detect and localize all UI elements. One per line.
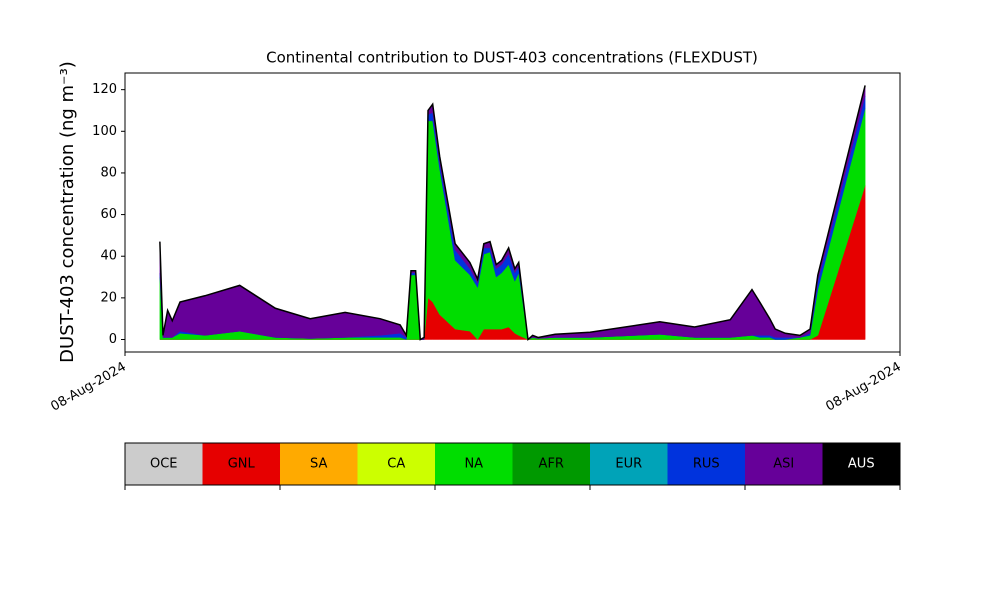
- total-outline: [159, 85, 866, 342]
- y-tick-label: 80: [100, 165, 117, 180]
- colorbar-cell: [590, 443, 668, 485]
- colorbar-cell: [280, 443, 358, 485]
- y-tick-label: 0: [109, 332, 117, 347]
- chart-title: Continental contribution to DUST-403 con…: [266, 49, 758, 67]
- colorbar-cell: [667, 443, 745, 485]
- colorbar-label: GNL: [228, 457, 256, 472]
- colorbar-label: NA: [464, 457, 483, 472]
- colorbar-cell: [435, 443, 513, 485]
- y-tick-label: 100: [92, 124, 117, 139]
- y-tick-label: 60: [100, 207, 117, 222]
- plot-frame: [124, 72, 901, 353]
- colorbar-label: CA: [387, 457, 405, 472]
- colorbar-label: RUS: [693, 457, 720, 472]
- colorbar-cell: [822, 443, 900, 485]
- y-tick-label: 20: [100, 290, 117, 305]
- colorbar-label: SA: [310, 457, 327, 472]
- x-tick-label: 08-Aug-2024: [823, 360, 903, 415]
- colorbar-cell: [125, 443, 203, 485]
- colorbar-label: ASI: [773, 457, 794, 472]
- y-axis-label: DUST-403 concentration (ng m⁻³): [57, 61, 78, 363]
- colorbar-frame: [124, 442, 901, 486]
- y-tick-label: 120: [92, 82, 117, 97]
- colorbar-cell: [745, 443, 823, 485]
- colorbar-cell: [357, 443, 435, 485]
- colorbar-label: AFR: [539, 457, 564, 472]
- colorbar-label: OCE: [150, 457, 178, 472]
- colorbar-label: EUR: [615, 457, 642, 472]
- colorbar-label: AUS: [848, 457, 875, 472]
- colorbar-cell: [202, 443, 280, 485]
- x-tick-label: 08-Aug-2024: [48, 360, 128, 415]
- y-tick-label: 40: [100, 249, 117, 264]
- colorbar-cell: [512, 443, 590, 485]
